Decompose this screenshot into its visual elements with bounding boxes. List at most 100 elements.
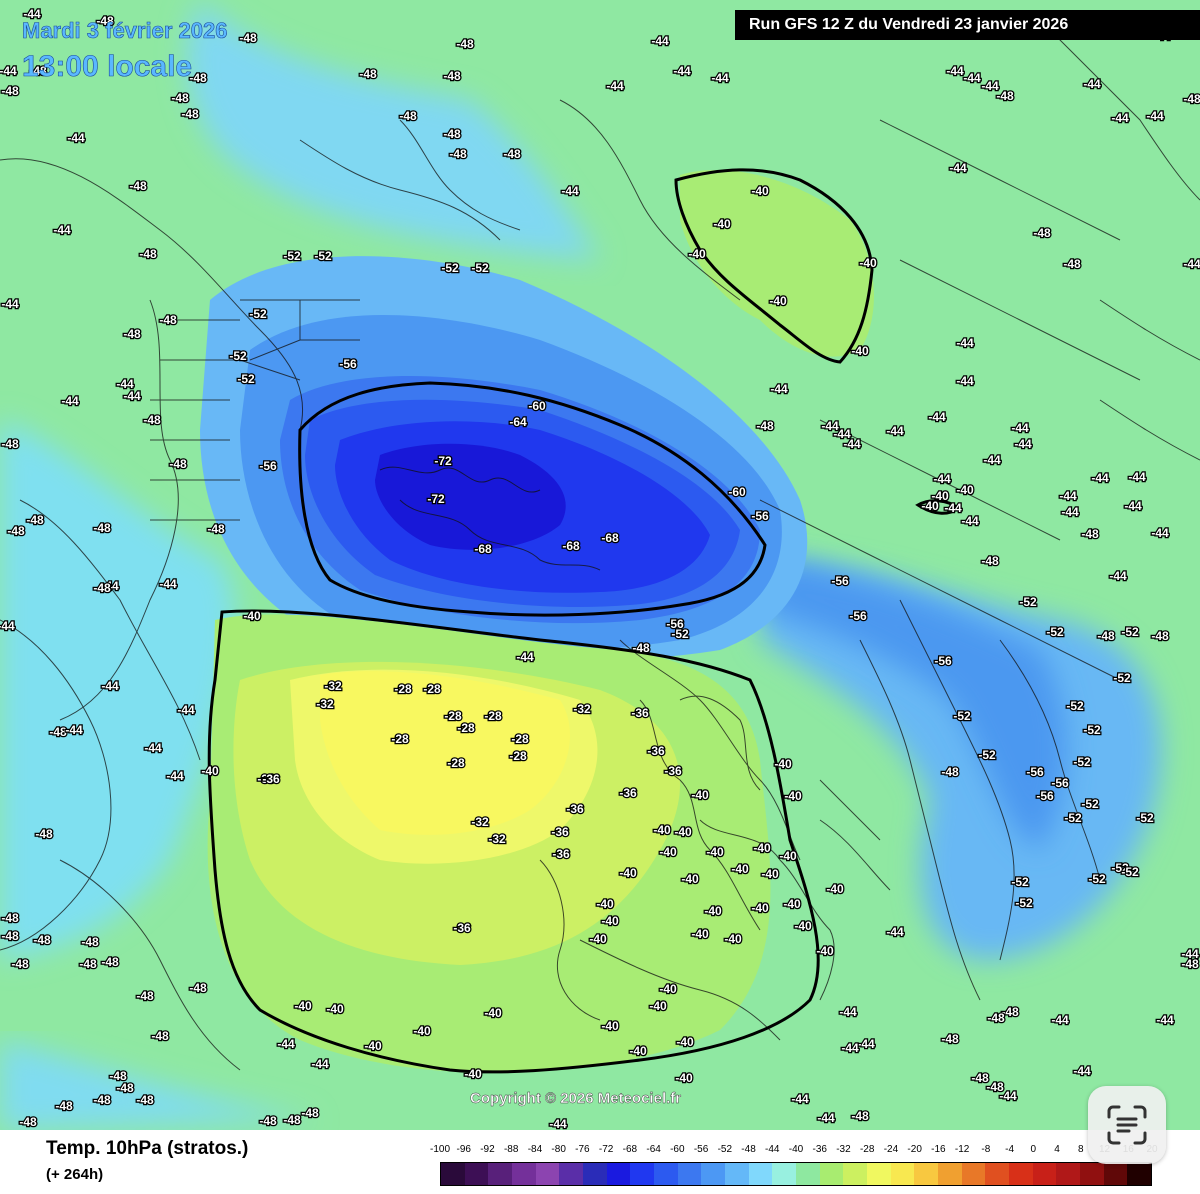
isotherm-value-label: -44 bbox=[277, 1037, 295, 1051]
isotherm-value-label: -48 bbox=[49, 725, 67, 739]
isotherm-value-label: -40 bbox=[751, 901, 769, 915]
color-scale-tick: -40 bbox=[788, 1144, 804, 1155]
band-72 bbox=[375, 443, 566, 550]
isotherm-value-label: -40 bbox=[931, 489, 949, 503]
band-48-west bbox=[0, 420, 235, 960]
isotherm-40-west bbox=[207, 609, 820, 1074]
isotherm-value-label: -40 bbox=[724, 932, 742, 946]
isotherm-value-label: -44 bbox=[956, 336, 974, 350]
isotherm-value-label: -44 bbox=[770, 382, 788, 396]
isotherm-value-label: -52 bbox=[1111, 861, 1129, 875]
isotherm-value-label: -48 bbox=[503, 147, 521, 161]
isotherm-value-label: -44 bbox=[1111, 111, 1129, 125]
isotherm-value-label: -48 bbox=[456, 37, 474, 51]
color-scale-swatch bbox=[654, 1163, 678, 1185]
lead-time-label: (+ 264h) bbox=[46, 1166, 104, 1183]
isotherm-value-label: -36 bbox=[453, 921, 471, 935]
isotherm-value-label: -48 bbox=[181, 107, 199, 121]
color-scale-swatch bbox=[677, 1163, 702, 1185]
isotherm-value-label: -44 bbox=[817, 1111, 835, 1125]
color-scale-tick: -92 bbox=[480, 1144, 495, 1155]
band-48-south bbox=[0, 1040, 320, 1130]
isotherm-value-label: -48 bbox=[443, 127, 461, 141]
isotherm-value-label: -44 bbox=[711, 71, 729, 85]
color-scale-tick: -68 bbox=[622, 1144, 638, 1155]
color-scale-swatch bbox=[464, 1163, 489, 1185]
color-scale-swatch bbox=[535, 1163, 560, 1185]
isotherm-value-label: -48 bbox=[151, 1029, 169, 1043]
isotherm-60 bbox=[298, 381, 767, 617]
isotherm-value-label: -48 bbox=[1183, 92, 1200, 106]
isotherm-value-label: -44 bbox=[67, 131, 85, 145]
isotherm-value-label: -40 bbox=[659, 845, 677, 859]
isotherm-value-label: -48 bbox=[136, 989, 154, 1003]
thick-isotherms bbox=[207, 168, 961, 1074]
isotherm-value-label: -40 bbox=[753, 841, 771, 855]
color-scale-swatch bbox=[583, 1163, 607, 1185]
isotherm-value-label: -48 bbox=[93, 521, 111, 535]
isotherm-value-label: -40 bbox=[653, 823, 671, 837]
visual-lookup-button[interactable] bbox=[1088, 1086, 1166, 1164]
isotherm-value-label: -40 bbox=[851, 344, 869, 358]
color-scale-tick: -20 bbox=[907, 1144, 922, 1155]
isotherm-value-label: -48 bbox=[941, 1032, 959, 1046]
isotherm-value-label: -48 bbox=[449, 147, 467, 161]
isotherm-value-label: -40 bbox=[956, 483, 974, 497]
isotherm-value-label: -44 bbox=[65, 723, 83, 737]
isotherm-value-label: -48 bbox=[123, 327, 141, 341]
isotherm-value-label: -48 bbox=[11, 957, 29, 971]
isotherm-value-label: -44 bbox=[999, 1089, 1017, 1103]
isotherm-value-label: -44 bbox=[1128, 470, 1146, 484]
isotherm-value-label: -48 bbox=[1, 437, 19, 451]
isotherm-value-label: -60 bbox=[728, 485, 746, 499]
isotherm-value-label: -28 bbox=[391, 732, 409, 746]
isotherm-value-label: -32 bbox=[471, 815, 489, 829]
isotherm-value-label: -48 bbox=[171, 91, 189, 105]
isotherm-value-label: -72 bbox=[434, 454, 452, 468]
isotherm-40-small bbox=[915, 499, 961, 515]
color-scale-swatch bbox=[725, 1163, 749, 1185]
isotherm-value-label: -44 bbox=[1151, 526, 1169, 540]
isotherm-value-label: -48 bbox=[632, 641, 650, 655]
isotherm-value-label: -44 bbox=[944, 501, 962, 515]
isotherm-value-label: -44 bbox=[1156, 1013, 1174, 1027]
isotherm-value-label: -52 bbox=[1046, 625, 1064, 639]
isotherm-value-label: -48 bbox=[189, 981, 207, 995]
isotherm-value-label: -28 bbox=[484, 709, 502, 723]
isotherm-value-label: -68 bbox=[562, 539, 580, 553]
isotherm-value-label: -44 bbox=[963, 71, 981, 85]
isotherm-value-label: -48 bbox=[29, 64, 47, 78]
isotherm-value-label: -48 bbox=[283, 1113, 301, 1127]
isotherm-value-label: -36 bbox=[551, 825, 569, 839]
color-scale-swatch bbox=[796, 1163, 820, 1185]
color-scale-tick: -96 bbox=[456, 1144, 471, 1155]
isotherm-value-label: -52 bbox=[314, 249, 332, 263]
isotherm-value-label: -36 bbox=[619, 786, 637, 800]
isotherm-value-label: -36 bbox=[647, 744, 665, 758]
isotherm-value-label: -36 bbox=[257, 772, 275, 786]
isotherm-value-label: -44 bbox=[981, 79, 999, 93]
isotherm-value-label: -52 bbox=[1121, 865, 1139, 879]
isotherm-value-label: -48 bbox=[1097, 629, 1115, 643]
color-scale-swatch bbox=[1103, 1163, 1128, 1185]
color-scale-tick: -16 bbox=[931, 1144, 946, 1155]
isotherm-value-label: -48 bbox=[7, 524, 25, 538]
isotherm-value-label: -44 bbox=[886, 925, 904, 939]
color-scale-swatch bbox=[819, 1163, 844, 1185]
color-scale-swatch bbox=[938, 1163, 962, 1185]
run-banner: Run GFS 12 Z du Vendredi 23 janvier 2026 bbox=[735, 10, 1200, 40]
isotherm-value-label: -40 bbox=[484, 1006, 502, 1020]
isotherm-value-label: -40 bbox=[596, 897, 614, 911]
color-scale-tick: -12 bbox=[954, 1144, 970, 1155]
isotherm-value-label: -44 bbox=[946, 64, 964, 78]
isotherm-value-label: -48 bbox=[1, 84, 19, 98]
isotherm-value-label: -56 bbox=[1026, 765, 1044, 779]
isotherm-value-label: -56 bbox=[339, 357, 357, 371]
isotherm-value-label: -36 bbox=[664, 764, 682, 778]
isotherm-value-label: -44 bbox=[23, 7, 41, 21]
color-scale-tick: -64 bbox=[646, 1144, 661, 1155]
band-52-east bbox=[760, 560, 1162, 960]
isotherm-value-label: -40 bbox=[464, 1067, 482, 1081]
isotherm-value-label: -48 bbox=[941, 765, 959, 779]
isotherm-value-label: -40 bbox=[688, 247, 706, 261]
